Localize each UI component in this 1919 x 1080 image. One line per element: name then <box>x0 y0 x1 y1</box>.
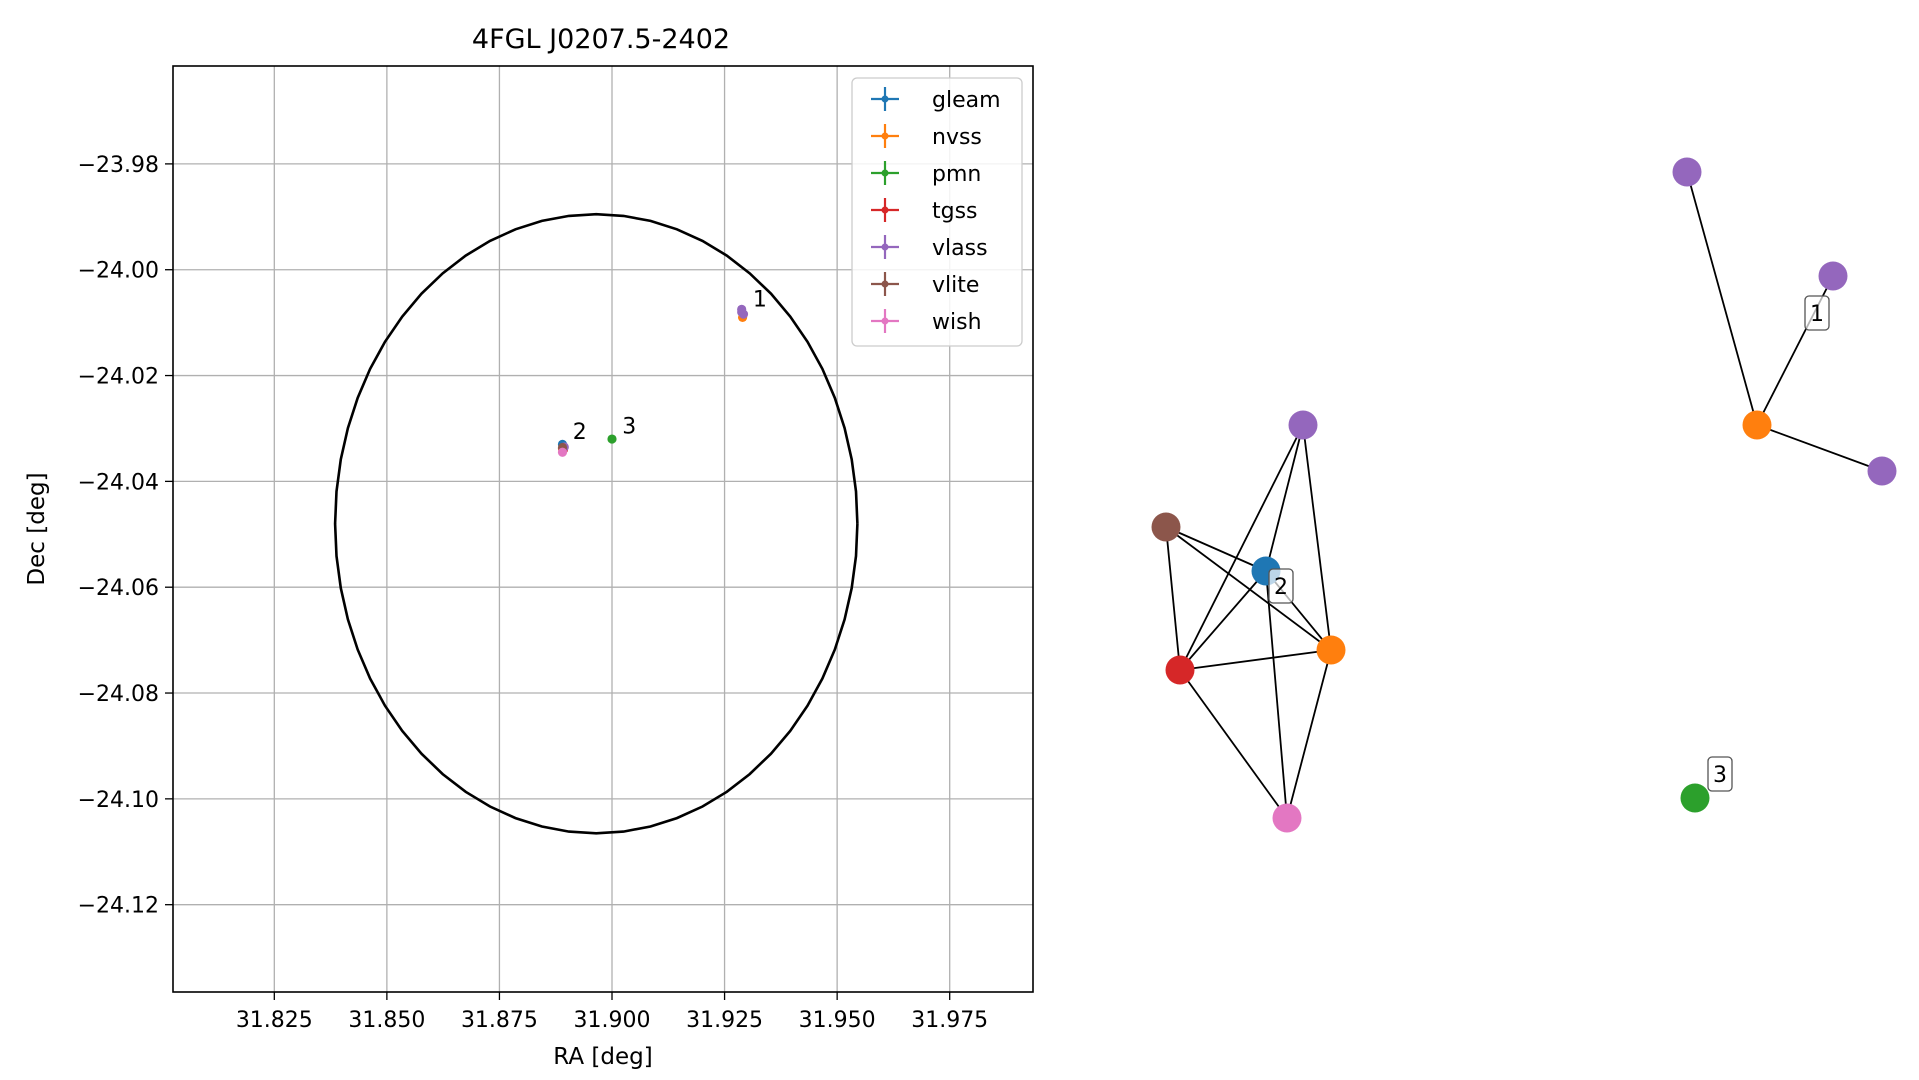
network-node-vlass <box>1867 456 1897 486</box>
y-ticks: −23.98 −24.00 −24.02 −24.04 −24.06 −24.08 −24.… <box>78 153 173 919</box>
data-point-wish <box>557 447 568 457</box>
y-tick-label: −24.12 <box>78 894 159 919</box>
network-node-vlass <box>1818 261 1848 291</box>
network-node-pmn <box>1680 783 1710 813</box>
network-edge <box>1179 669 1288 819</box>
x-tick-label: 31.950 <box>799 1008 876 1033</box>
network-node-vlass <box>1672 157 1702 187</box>
network-edge <box>1179 649 1332 671</box>
x-tick-label: 31.900 <box>574 1008 651 1033</box>
cluster-label: 3 <box>1713 763 1727 788</box>
x-ticks: 31.825 31.850 31.875 31.900 31.925 31.950 31.9… <box>236 992 988 1033</box>
network-node-tgss <box>1165 655 1195 685</box>
cluster-label-box <box>1707 756 1733 792</box>
network-edge <box>1165 526 1267 572</box>
legend-marker-dot <box>881 169 889 177</box>
network-labels: 1 2 3 <box>1268 295 1830 792</box>
legend-marker-dot <box>881 132 889 140</box>
network-node-vlass <box>1288 410 1318 440</box>
y-tick-label: −24.08 <box>78 682 159 707</box>
legend-marker-dot <box>881 95 889 103</box>
plot-frame <box>172 65 1034 993</box>
legend-frame <box>851 77 1023 347</box>
scatter-panel: 4FGL J0207.5-2402 1 2 3 31.825 31.850 31.875… <box>24 24 1034 1070</box>
network-edge <box>1286 649 1332 819</box>
y-axis-label: Dec [deg] <box>24 472 50 585</box>
cluster-label-box <box>1804 295 1830 331</box>
legend-marker-dot <box>881 280 889 288</box>
network-edge <box>1756 424 1883 472</box>
y-tick-label: −24.02 <box>78 365 159 390</box>
x-tick-label: 31.850 <box>348 1008 425 1033</box>
network-node-nvss <box>1742 410 1772 440</box>
data-point-pmn <box>607 434 617 444</box>
network-node-vlite <box>1151 512 1181 542</box>
cluster-label: 1 <box>1810 302 1824 327</box>
legend-label: gleam <box>932 88 1001 113</box>
y-tick-label: −24.10 <box>78 788 159 813</box>
x-tick-label: 31.875 <box>461 1008 538 1033</box>
network-edge <box>1179 570 1267 671</box>
error-ellipse-layer <box>333 212 859 835</box>
network-node-wish <box>1272 803 1302 833</box>
cluster-label: 2 <box>1274 575 1288 600</box>
x-tick-label: 31.925 <box>686 1008 763 1033</box>
y-tick-label: −24.06 <box>78 576 159 601</box>
legend-label: pmn <box>932 162 981 187</box>
y-tick-label: −23.98 <box>78 153 159 178</box>
legend-marker-dot <box>881 317 889 325</box>
legend-marker-dot <box>881 243 889 251</box>
y-tick-label: −24.04 <box>78 470 159 495</box>
source-annotation: 3 <box>622 415 636 440</box>
network-edge <box>1265 424 1304 572</box>
legend-label: tgss <box>932 199 978 224</box>
network-panel: 1 2 3 <box>1151 157 1897 833</box>
network-edge <box>1302 424 1332 651</box>
network-edge <box>1165 526 1332 651</box>
source-points <box>557 304 749 457</box>
network-edge <box>1265 570 1288 819</box>
y-tick-label: −24.00 <box>78 259 159 284</box>
source-annotation: 1 <box>753 288 767 313</box>
legend-label: nvss <box>932 125 982 150</box>
network-node-nvss <box>1316 635 1346 665</box>
source-annotations: 1 2 3 <box>573 288 767 445</box>
source-annotation: 2 <box>573 420 587 445</box>
cluster-label-box <box>1268 568 1294 604</box>
data-point-vlass <box>738 309 749 319</box>
legend-label: vlite <box>932 273 979 298</box>
legend-label: wish <box>932 310 982 335</box>
x-axis-label: RA [deg] <box>553 1044 652 1070</box>
x-tick-label: 31.825 <box>236 1008 313 1033</box>
network-edge <box>1165 526 1181 671</box>
chart-title: 4FGL J0207.5-2402 <box>472 24 730 55</box>
network-edge <box>1686 171 1758 426</box>
network-edge <box>1179 424 1304 671</box>
legend-entries: gleam nvss pmn tgss vlass vlite wish <box>871 87 1001 335</box>
legend-label: vlass <box>932 236 988 261</box>
error-ellipse <box>333 212 859 835</box>
x-tick-label: 31.975 <box>911 1008 988 1033</box>
legend: gleam nvss pmn tgss vlass vlite wish <box>851 77 1023 347</box>
legend-marker-dot <box>881 206 889 214</box>
